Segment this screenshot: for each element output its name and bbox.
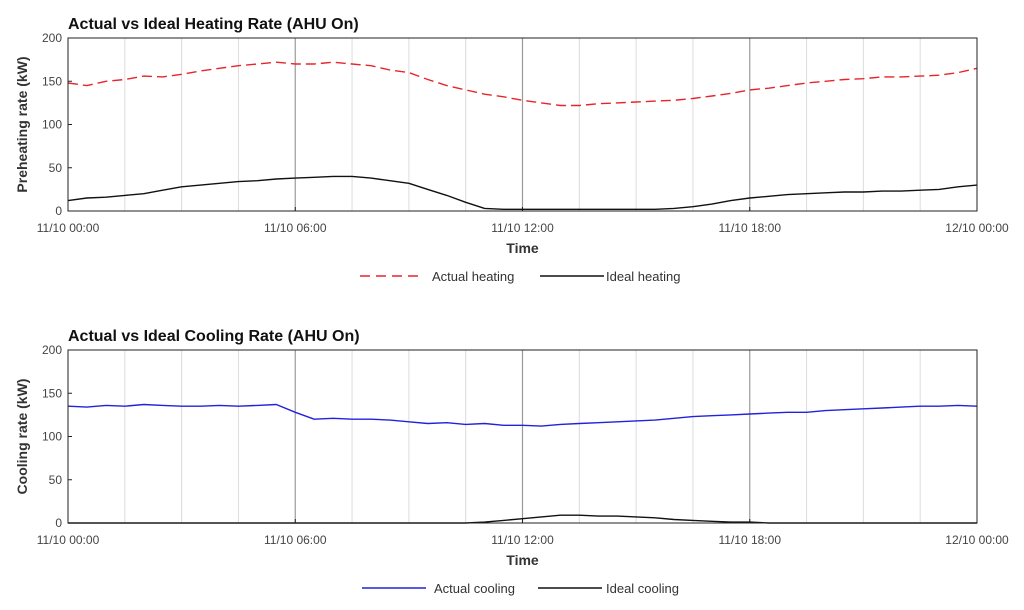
series-line-actual-cooling	[67, 403, 978, 427]
y-tick-label: 150	[42, 386, 62, 400]
y-tick-label: 200	[42, 343, 62, 357]
y-tick-label: 0	[55, 516, 62, 530]
legend-label: Ideal heating	[606, 269, 680, 284]
x-tick-label: 11/10 00:00	[37, 221, 100, 235]
heating-chart-title: Actual vs Ideal Heating Rate (AHU On)	[68, 16, 359, 33]
y-tick-label: 50	[49, 473, 63, 487]
cooling-x-axis-label: Time	[506, 552, 539, 568]
x-tick-label: 11/10 06:00	[264, 533, 327, 547]
x-tick-label: 11/10 06:00	[264, 221, 327, 235]
series-line-ideal-heating	[67, 175, 978, 211]
x-tick-label: 11/10 00:00	[37, 533, 100, 547]
cooling-legend: Actual cooling Ideal cooling	[362, 581, 679, 596]
y-tick-label: 0	[55, 204, 62, 218]
y-tick-label: 100	[42, 430, 62, 444]
x-tick-label: 11/10 12:00	[491, 533, 554, 547]
series-line-actual-heating	[67, 61, 978, 107]
cooling-x-ticks: 11/10 00:00 11/10 06:00 11/10 12:00 11/10 1…	[37, 519, 1009, 547]
heating-y-axis-label: Preheating rate (kW)	[14, 56, 30, 192]
heating-plot-frame	[67, 37, 978, 212]
heating-grid	[124, 38, 921, 211]
x-tick-label: 12/10 00:00	[945, 221, 1009, 235]
legend-label: Ideal cooling	[606, 581, 679, 596]
heating-legend: Actual heating Ideal heating	[360, 269, 680, 284]
x-tick-label: 11/10 12:00	[491, 221, 554, 235]
heating-y-ticks: 0 50 100 150 200	[42, 31, 72, 218]
heating-series	[67, 61, 978, 211]
cooling-chart: Actual vs Ideal Cooling Rate (AHU On) 0 5…	[14, 328, 1009, 596]
heating-chart: Actual vs Ideal Heating Rate (AHU On) 0 5…	[14, 16, 1009, 284]
x-tick-label: 11/10 18:00	[718, 533, 781, 547]
legend-label: Actual cooling	[434, 581, 515, 596]
x-tick-label: 12/10 00:00	[945, 533, 1009, 547]
y-tick-label: 100	[42, 118, 62, 132]
legend-label: Actual heating	[432, 269, 514, 284]
cooling-chart-title: Actual vs Ideal Cooling Rate (AHU On)	[68, 328, 360, 345]
cooling-y-ticks: 0 50 100 150 200	[42, 343, 72, 530]
x-tick-label: 11/10 18:00	[718, 221, 781, 235]
cooling-plot-frame	[67, 349, 978, 524]
y-tick-label: 50	[49, 161, 63, 175]
cooling-y-axis-label: Cooling rate (kW)	[14, 379, 30, 495]
cooling-grid	[124, 350, 921, 523]
heating-x-ticks: 11/10 00:00 11/10 06:00 11/10 12:00 11/10 1…	[37, 207, 1009, 235]
y-tick-label: 200	[42, 31, 62, 45]
heating-x-axis-label: Time	[506, 240, 539, 256]
y-tick-label: 150	[42, 74, 62, 88]
